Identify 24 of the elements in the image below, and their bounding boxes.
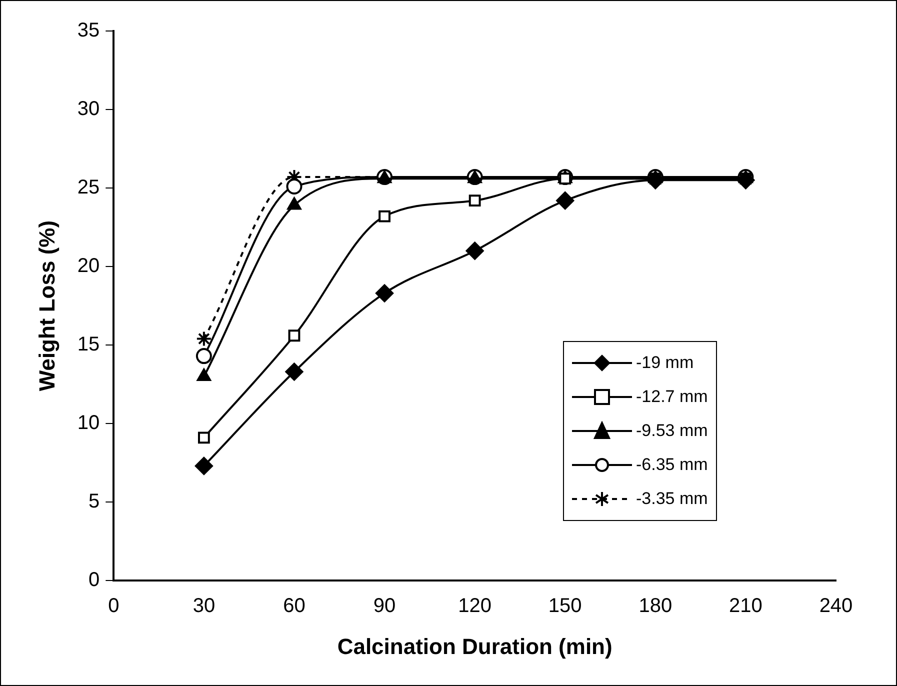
y-tick-label: 35	[77, 20, 100, 42]
x-tick-label: 240	[819, 595, 853, 618]
x-tick-label: 30	[192, 595, 216, 618]
legend-label: -3.35 mm	[636, 489, 708, 509]
x-tick-label: 210	[729, 595, 762, 618]
x-tick-label: 180	[638, 595, 672, 618]
y-axis-title: Weight Loss (%)	[34, 220, 60, 392]
y-tick-label: 15	[77, 334, 100, 356]
x-tick-label: 120	[458, 595, 492, 618]
y-tick-label: 20	[77, 255, 100, 278]
legend-label: -9.53 mm	[636, 421, 708, 441]
y-tick-label: 25	[77, 176, 100, 199]
x-tick-label: 150	[548, 595, 582, 618]
y-tick-label: 0	[88, 569, 100, 592]
legend-label: -19 mm	[636, 353, 694, 373]
x-tick-label: 0	[108, 595, 120, 618]
x-tick-label: 60	[283, 595, 306, 618]
y-tick-label: 5	[88, 490, 100, 513]
y-tick-label: 10	[77, 412, 100, 434]
x-axis-title: Calcination Duration (min)	[337, 634, 612, 659]
y-tick-label: 30	[77, 98, 100, 120]
x-tick-label: 90	[373, 595, 396, 618]
legend-label: -12.7 mm	[636, 387, 708, 407]
legend-label: -6.35 mm	[636, 455, 708, 475]
